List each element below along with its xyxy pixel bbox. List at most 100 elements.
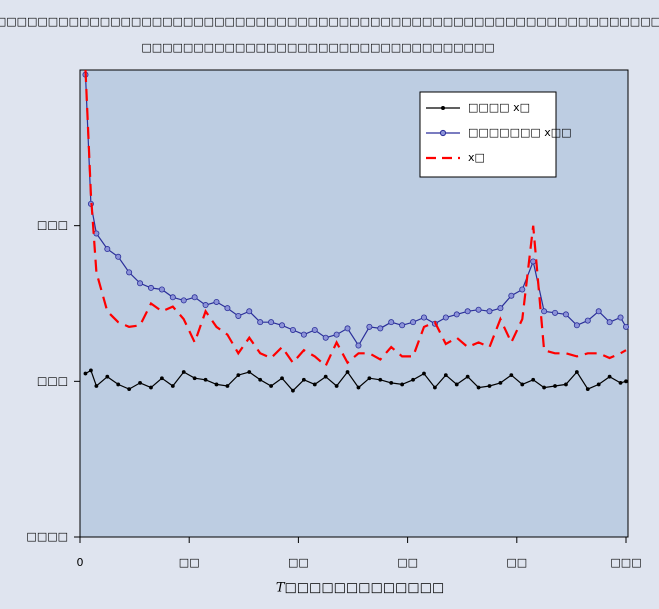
data-point	[411, 377, 415, 382]
data-point	[497, 305, 504, 312]
data-point	[115, 253, 122, 260]
data-point	[617, 314, 624, 321]
legend-label: □□□□□□□ x□□	[468, 126, 572, 139]
data-point	[596, 382, 601, 387]
chart-title: □□□□□□□□□□□□□□□□□□□□□□□□□□□□□□□□□□□□□□□□…	[0, 15, 659, 28]
data-point	[138, 380, 142, 385]
data-point	[422, 371, 426, 376]
data-point	[269, 384, 274, 388]
data-point	[400, 382, 405, 387]
data-point	[356, 385, 361, 390]
data-point	[149, 385, 153, 390]
data-point	[83, 371, 88, 376]
data-point	[410, 319, 417, 326]
data-point	[355, 342, 362, 349]
data-point	[530, 258, 537, 265]
data-point	[104, 246, 111, 253]
data-point	[224, 305, 231, 312]
data-point	[585, 387, 590, 392]
x-axis-label: T□□□□□□□□□□□□□	[276, 581, 444, 596]
data-point	[192, 376, 197, 381]
data-point	[213, 298, 220, 305]
data-point	[553, 384, 557, 388]
data-point	[181, 370, 186, 374]
data-point	[464, 308, 471, 315]
data-point	[334, 384, 339, 388]
data-point	[541, 308, 548, 315]
data-point	[311, 326, 318, 333]
data-point	[268, 319, 275, 326]
data-point	[300, 331, 307, 338]
data-point	[280, 376, 284, 381]
data-point	[552, 309, 559, 316]
data-point	[453, 311, 460, 318]
data-point	[420, 314, 427, 321]
x-tick-label: □□	[397, 556, 418, 569]
data-point	[180, 297, 187, 304]
data-point	[520, 382, 525, 387]
data-point	[203, 377, 208, 382]
series-line	[84, 69, 627, 368]
x-tick-label: □□	[179, 556, 200, 569]
legend-marker	[439, 129, 447, 137]
data-point	[607, 374, 612, 379]
data-point	[344, 325, 351, 332]
legend-marker	[441, 106, 445, 110]
data-point	[519, 286, 526, 293]
data-point	[105, 374, 110, 379]
x-tick-label: □□	[288, 556, 309, 569]
data-point	[333, 331, 340, 338]
data-point	[584, 317, 591, 324]
data-point	[116, 382, 121, 387]
x-tick-label: 0	[77, 556, 84, 569]
data-point	[247, 370, 252, 374]
data-point	[476, 385, 481, 390]
data-point	[564, 382, 568, 387]
data-point	[595, 308, 602, 315]
data-point	[531, 377, 536, 382]
data-point	[323, 374, 328, 379]
data-point	[542, 385, 546, 390]
x-tick-label: □□□	[610, 556, 641, 569]
data-point	[432, 385, 437, 390]
data-point	[89, 368, 93, 373]
data-point	[623, 323, 630, 330]
chart-subtitle: □□□□□□□□□□□□□□□□□□□□□□□□□□□□□□□□□□	[141, 41, 494, 54]
data-point	[246, 308, 253, 315]
data-point	[202, 302, 209, 309]
data-point	[235, 312, 242, 319]
data-point	[312, 382, 317, 387]
data-point	[388, 319, 395, 326]
data-point	[377, 325, 384, 332]
data-point	[442, 314, 449, 321]
data-point	[127, 387, 132, 392]
data-point	[509, 373, 514, 378]
data-point	[258, 377, 263, 382]
data-point	[289, 326, 296, 333]
data-point	[191, 294, 198, 301]
x-tick-label: □□	[506, 556, 527, 569]
data-point	[279, 322, 286, 329]
legend-label: x□	[468, 151, 485, 164]
data-point	[454, 382, 459, 387]
data-point	[158, 286, 165, 293]
data-point	[618, 380, 623, 385]
y-tick-label: □□□□	[26, 530, 68, 543]
y-tick-label: □□□	[37, 374, 68, 387]
data-point	[508, 292, 515, 299]
data-point	[170, 384, 175, 388]
data-point	[399, 322, 406, 329]
legend-label: □□□□ x□	[468, 101, 530, 114]
data-point	[624, 379, 628, 384]
data-point	[301, 377, 306, 382]
data-point	[137, 280, 144, 287]
data-point	[322, 334, 329, 341]
series-line	[85, 369, 627, 392]
data-point	[389, 380, 394, 385]
data-point	[367, 376, 372, 381]
data-point	[214, 382, 219, 387]
data-point	[169, 294, 176, 301]
data-point	[159, 376, 164, 381]
data-point	[94, 384, 99, 388]
data-point	[486, 308, 493, 315]
